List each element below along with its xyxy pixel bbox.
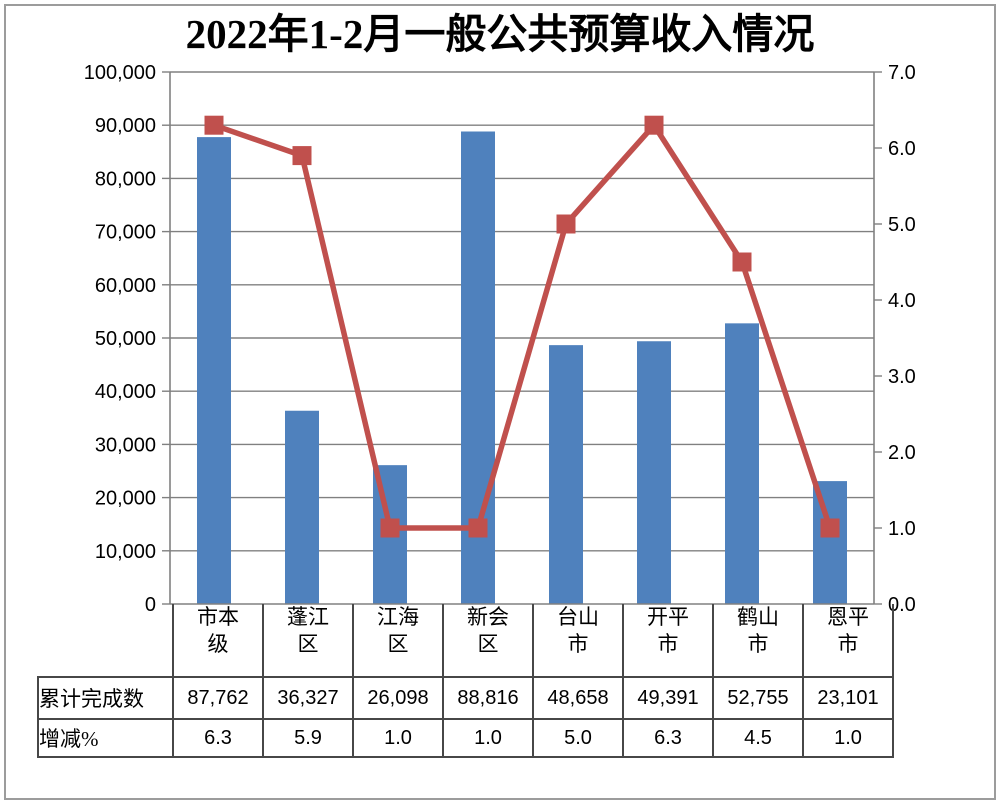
table-corner-cell [38, 604, 173, 677]
right-axis-label: 1.0 [888, 518, 916, 540]
category-label-江海区: 江海 区 [352, 604, 444, 677]
table-value: 1.0 [352, 718, 444, 758]
left-axis-label: 20,000 [95, 488, 156, 510]
right-axis-label: 7.0 [888, 62, 916, 84]
table-value: 88,816 [442, 676, 534, 720]
table-row: 增减% 6.3 5.9 1.0 1.0 5.0 6.3 4.5 1.0 [37, 718, 894, 758]
left-axis-label: 60,000 [95, 275, 156, 297]
category-label-蓬江区: 蓬江 区 [262, 604, 354, 677]
category-label-台山市: 台山 市 [532, 604, 624, 677]
right-axis-label: 0.0 [888, 594, 916, 616]
table-value: 1.0 [802, 718, 894, 758]
table-value: 36,327 [262, 676, 354, 720]
growth-line [213, 120, 833, 531]
table-value: 87,762 [172, 676, 264, 720]
line-marker-鹤山市 [732, 252, 752, 272]
table-value: 5.0 [532, 718, 624, 758]
line-marker-恩平市 [820, 518, 840, 538]
table-value: 23,101 [802, 676, 894, 720]
left-axis-label: 50,000 [95, 328, 156, 350]
right-axis-label: 3.0 [888, 366, 916, 388]
category-label-鹤山市: 鹤山 市 [712, 604, 804, 677]
table-value: 26,098 [352, 676, 444, 720]
bar-台山市 [549, 345, 583, 604]
row-label: 累计完成数 [37, 676, 174, 720]
line-marker-台山市 [556, 214, 576, 234]
left-axis-label: 0 [145, 594, 156, 616]
left-axis-label: 10,000 [95, 541, 156, 563]
category-label-开平市: 开平 市 [622, 604, 714, 677]
right-axis-label: 5.0 [888, 214, 916, 236]
line-marker-开平市 [644, 115, 664, 135]
table-row: 累计完成数 87,762 36,327 26,098 88,816 48,658 49,39… [37, 676, 894, 720]
category-label-新会区: 新会 区 [442, 604, 534, 677]
right-axis-label: 4.0 [888, 290, 916, 312]
table-value: 6.3 [172, 718, 264, 758]
row-label: 增减% [37, 718, 174, 758]
line-marker-蓬江区 [292, 146, 312, 166]
left-axis-label: 70,000 [95, 222, 156, 244]
bar-市本级 [197, 137, 231, 605]
bar-蓬江区 [285, 410, 319, 604]
left-axis-label: 80,000 [95, 168, 156, 190]
bar-开平市 [637, 341, 671, 604]
table-value: 49,391 [622, 676, 714, 720]
category-header-row: 市本 级蓬江 区江海 区新会 区台山 市开平 市鹤山 市恩平 市 [38, 604, 894, 677]
left-axis-label: 30,000 [95, 434, 156, 456]
category-label-市本级: 市本 级 [172, 604, 264, 677]
data-table: 市本 级蓬江 区江海 区新会 区台山 市开平 市鹤山 市恩平 市累计完成数 87,… [37, 604, 894, 758]
category-label-恩平市: 恩平 市 [802, 604, 894, 677]
right-axis-label: 2.0 [888, 442, 916, 464]
table-value: 48,658 [532, 676, 624, 720]
line-marker-江海区 [380, 518, 400, 538]
table-value: 52,755 [712, 676, 804, 720]
table-value: 6.3 [622, 718, 714, 758]
table-value: 4.5 [712, 718, 804, 758]
chart-title: 2022年1-2月一般公共预算收入情况 [185, 11, 815, 57]
left-axis-label: 100,000 [84, 62, 156, 84]
left-axis-label: 90,000 [95, 115, 156, 137]
table-value: 1.0 [442, 718, 534, 758]
line-marker-新会区 [468, 518, 488, 538]
line-marker-市本级 [204, 115, 224, 135]
left-axis-label: 40,000 [95, 381, 156, 403]
bar-鹤山市 [725, 323, 759, 604]
table-value: 5.9 [262, 718, 354, 758]
right-axis-label: 6.0 [888, 138, 916, 160]
